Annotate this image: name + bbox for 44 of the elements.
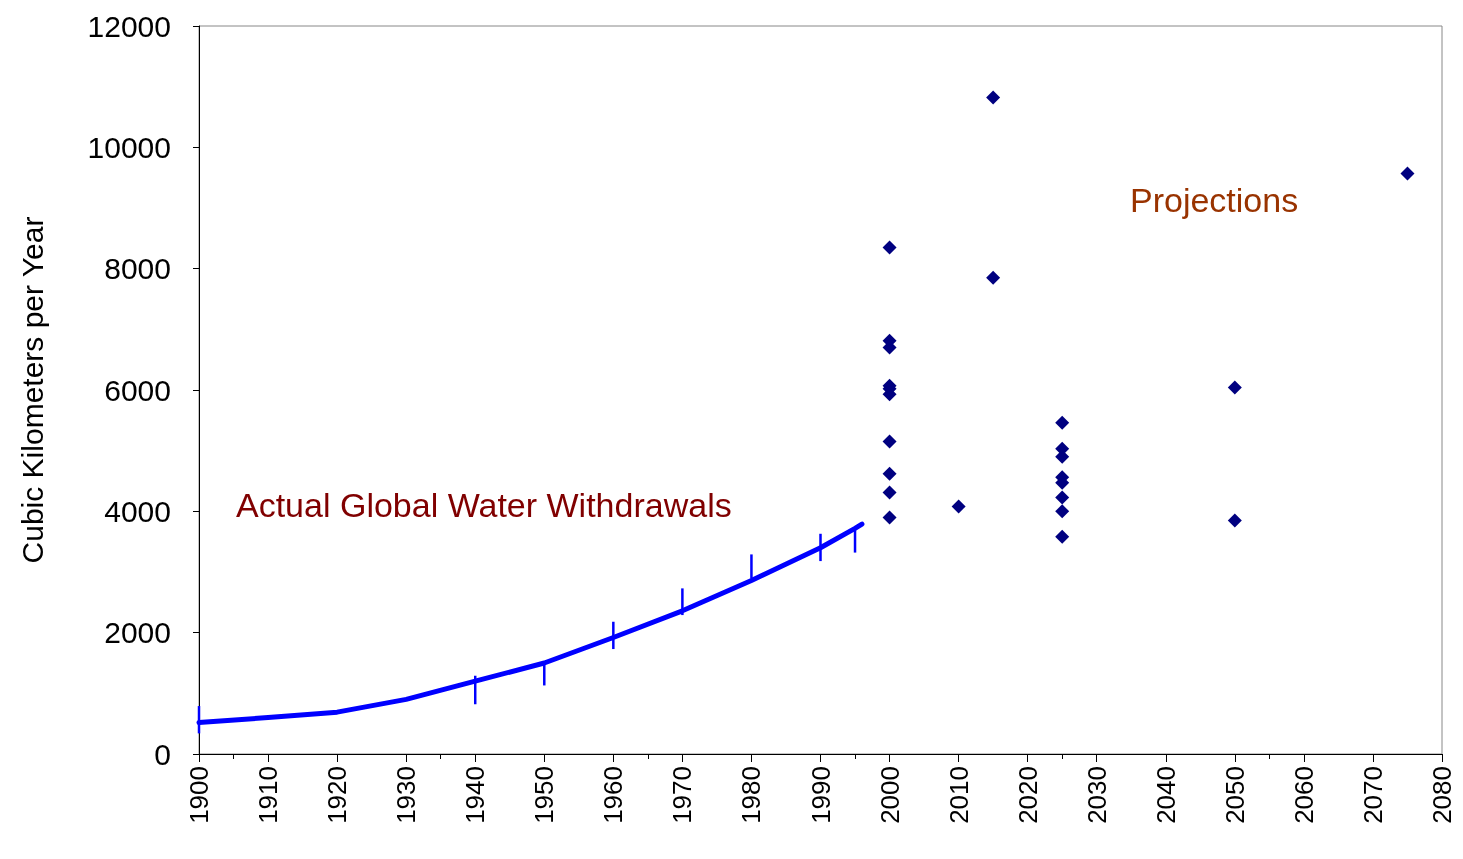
x-tick-label: 1940 (460, 766, 491, 824)
point (986, 270, 1001, 285)
y-tick-label: 10000 (87, 130, 171, 164)
y-tick-label: 12000 (87, 9, 171, 43)
point (1055, 529, 1070, 544)
y-tick-label: 8000 (104, 252, 171, 286)
x-tick-label: 1900 (184, 766, 214, 824)
y-tick-label: 4000 (104, 494, 171, 528)
x-tick-label: 1930 (391, 766, 422, 824)
point (1227, 380, 1242, 395)
y-tick-label: 0 (154, 737, 171, 771)
point (1400, 166, 1415, 181)
x-tick-label: 1970 (667, 766, 698, 824)
y-tick-label: 6000 (104, 373, 171, 407)
point (882, 485, 897, 500)
annotation: Actual Global Water Withdrawals (236, 486, 732, 524)
x-tick-label: 2060 (1288, 766, 1319, 824)
point (1227, 513, 1242, 528)
x-tick-label: 1950 (529, 766, 560, 824)
x-tick-label: 2050 (1219, 766, 1250, 824)
point (882, 466, 897, 481)
point (1055, 415, 1070, 430)
x-tick-label: 2030 (1081, 766, 1112, 824)
x-tick-label: 2010 (943, 766, 974, 824)
y-axis-title: Cubic Kilometers per Year (15, 216, 49, 564)
x-tick-label: 1910 (253, 766, 284, 824)
point (951, 499, 966, 514)
x-tick-label: 1920 (322, 766, 353, 824)
point (882, 240, 897, 255)
point (1055, 504, 1070, 519)
annotation: Projections (1130, 181, 1299, 219)
x-tick-label: 2040 (1150, 766, 1181, 824)
point (882, 510, 897, 525)
x-tick-label: 2020 (1012, 766, 1043, 824)
x-tick-label: 2070 (1357, 766, 1388, 824)
point (882, 434, 897, 449)
x-tick-label: 2000 (874, 766, 905, 824)
point (1055, 490, 1070, 505)
x-tick-label: 1960 (598, 766, 629, 824)
x-tick-label: 1980 (736, 766, 767, 824)
y-tick-label: 2000 (104, 616, 171, 650)
point (986, 90, 1001, 105)
x-tick-label: 2080 (1427, 766, 1457, 824)
x-tick-label: 1990 (805, 766, 836, 824)
